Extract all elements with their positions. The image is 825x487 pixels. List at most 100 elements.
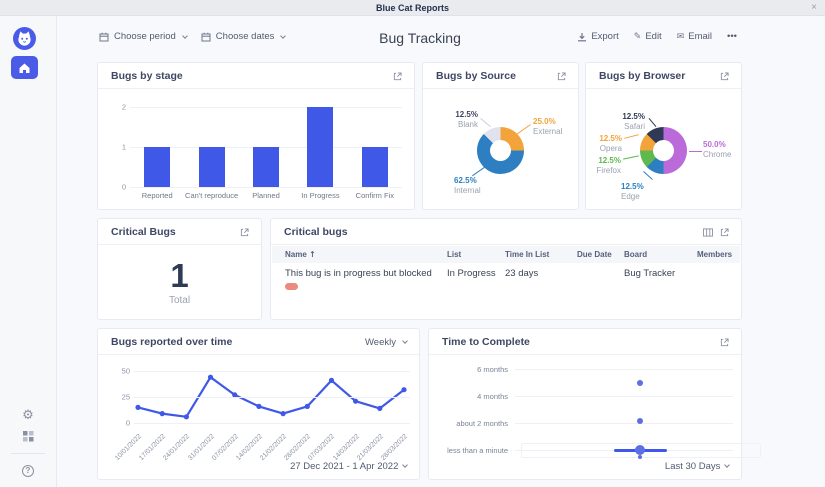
column-header-board[interactable]: Board — [624, 250, 648, 259]
choose-period-label: Choose period — [114, 31, 176, 42]
chevron-down-icon — [181, 32, 188, 39]
home-icon — [19, 63, 30, 73]
sort-asc-icon: ↑ — [309, 250, 316, 259]
donut-label-firefox: 12.5% Firefox — [596, 156, 621, 175]
choose-period-dropdown[interactable]: Choose period — [99, 31, 188, 42]
card-bugs-by-stage: Bugs by stage 2 1 0 Reported Can't rep — [97, 62, 415, 210]
settings-gear-icon[interactable]: ⚙ — [22, 408, 34, 423]
donut-label-opera: 12.5% Opera — [599, 134, 622, 153]
column-header-time-in-list[interactable]: Time In List — [505, 250, 550, 259]
blue-cat-logo-icon — [13, 27, 36, 50]
email-label: Email — [688, 31, 713, 42]
external-link-icon[interactable] — [557, 71, 566, 81]
card-title: Bugs by stage — [111, 70, 183, 82]
column-header-name[interactable]: Name ↑ — [285, 250, 316, 259]
scatter-row: 6 months — [439, 363, 733, 375]
donut-bugs-by-source — [477, 127, 524, 174]
donut-label-internal: 62.5% Internal — [454, 176, 481, 195]
column-header-members[interactable]: Members — [697, 250, 733, 259]
scatter-row: about 2 months — [439, 417, 733, 429]
card-bugs-reported-over-time: Bugs reported over time Weekly 50 25 0 1… — [97, 328, 420, 480]
close-icon[interactable]: × — [811, 2, 817, 13]
donut-label-edge: 12.5% Edge — [621, 182, 644, 201]
chevron-down-icon — [724, 462, 730, 468]
column-header-list[interactable]: List — [447, 250, 462, 259]
card-title: Critical bugs — [284, 226, 348, 238]
donut-label-safari: 12.5% Safari — [622, 112, 645, 131]
external-link-icon[interactable] — [240, 227, 249, 237]
x-label: 07/02/2022 — [210, 433, 240, 463]
more-menu-button[interactable]: ••• — [727, 31, 737, 42]
y-tick: 1 — [121, 142, 126, 152]
window-title: Blue Cat Reports — [375, 3, 449, 13]
x-label: 10/01/2022 — [113, 433, 143, 463]
sidebar-item-home[interactable] — [11, 56, 38, 79]
ttc-range-selector[interactable]: Last 30 Days — [664, 461, 730, 472]
envelope-icon: ✉ — [676, 31, 685, 42]
bug-name: This bug is in progress but blocked — [285, 268, 432, 279]
period-selector-label: Weekly — [365, 336, 396, 348]
leader-line — [480, 117, 491, 128]
scatter-point — [637, 380, 643, 386]
leader-line — [623, 155, 639, 160]
counter-value: 1 — [170, 257, 189, 294]
scatter-row: 4 months — [439, 390, 733, 402]
chevron-down-icon — [402, 462, 408, 468]
column-header-due-date[interactable]: Due Date — [577, 250, 612, 259]
donut-label-blank: 12.5% Blank — [455, 110, 478, 129]
card-title: Critical Bugs — [111, 226, 176, 238]
date-range-selector[interactable]: 27 Dec 2021 - 1 Apr 2022 — [290, 461, 408, 472]
ttc-range-label: Last 30 Days — [664, 461, 721, 472]
download-icon — [578, 32, 587, 41]
bar-planned — [253, 147, 280, 187]
leader-line — [689, 151, 702, 152]
donut-label-external: 25.0% External — [533, 117, 563, 136]
edit-label: Edit — [645, 31, 662, 42]
bug-board: Bug Tracker — [624, 268, 676, 279]
y-tick: 0 — [125, 418, 130, 428]
bar-reported — [144, 147, 171, 187]
x-label: Can't reproduce — [185, 191, 239, 200]
bar-cant-reproduce — [198, 147, 225, 187]
period-selector-dropdown[interactable]: Weekly — [365, 336, 408, 348]
bar-confirm-fix — [361, 147, 388, 187]
scatter-point — [637, 418, 643, 424]
sidebar: ⚙ ? — [0, 16, 57, 487]
bar-in-progress — [307, 107, 334, 187]
calendar-icon — [201, 32, 211, 41]
bug-list: In Progress — [447, 268, 496, 279]
y-tick: 0 — [121, 182, 126, 192]
donut-bugs-by-browser — [640, 127, 687, 174]
apps-grid-icon[interactable] — [22, 431, 34, 442]
line-series — [135, 374, 407, 420]
counter-label: Total — [168, 295, 191, 306]
x-label: Confirm Fix — [355, 191, 394, 200]
leader-line — [643, 171, 653, 180]
card-title: Bugs by Browser — [599, 70, 686, 82]
card-bugs-by-source: Bugs by Source 12.5% Blank 25.0% Externa… — [422, 62, 579, 210]
external-link-icon[interactable] — [393, 71, 402, 81]
external-link-icon[interactable] — [720, 337, 729, 347]
card-title: Bugs by Source — [436, 70, 516, 82]
external-link-icon[interactable] — [720, 227, 729, 237]
y-tick: 2 — [121, 102, 126, 112]
help-icon[interactable]: ? — [22, 465, 34, 477]
table-row[interactable]: This bug is in progress but blocked In P… — [272, 263, 740, 290]
table-columns-icon[interactable] — [703, 227, 713, 237]
x-label: Reported — [141, 191, 173, 200]
choose-dates-dropdown[interactable]: Choose dates — [201, 31, 287, 42]
edit-button[interactable]: ✎ Edit — [634, 31, 662, 42]
email-button[interactable]: ✉ Email — [677, 31, 712, 42]
scatter-plot — [521, 365, 763, 465]
external-link-icon[interactable] — [720, 71, 729, 81]
card-bugs-by-browser: Bugs by Browser 12.5% Safari 12.5% Opera… — [585, 62, 742, 210]
export-button[interactable]: Export — [577, 31, 619, 42]
leader-line — [648, 117, 657, 128]
table-header-row: Name ↑ List Time In List Due Date Board … — [272, 246, 740, 263]
x-label: Planned — [252, 191, 280, 200]
bug-time-in-list: 23 days — [505, 268, 539, 279]
chevron-down-icon — [280, 32, 287, 39]
card-critical-bugs-table: Critical bugs Name ↑ List Time In List D… — [270, 218, 742, 320]
card-title: Bugs reported over time — [111, 336, 233, 348]
donut-label-chrome: 50.0% Chrome — [703, 140, 732, 159]
